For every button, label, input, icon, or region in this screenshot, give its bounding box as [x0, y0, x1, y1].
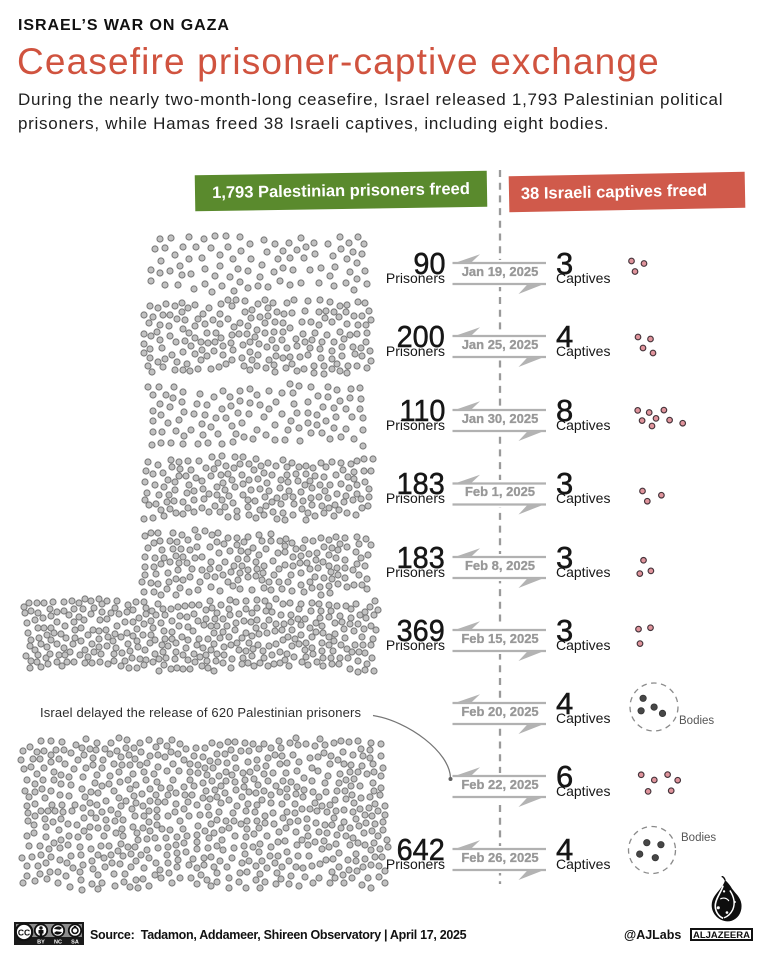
svg-text:NC: NC [54, 940, 62, 946]
svg-text:CC: CC [18, 927, 30, 937]
svg-text:BY: BY [37, 940, 45, 946]
svg-text:SA: SA [71, 940, 79, 946]
